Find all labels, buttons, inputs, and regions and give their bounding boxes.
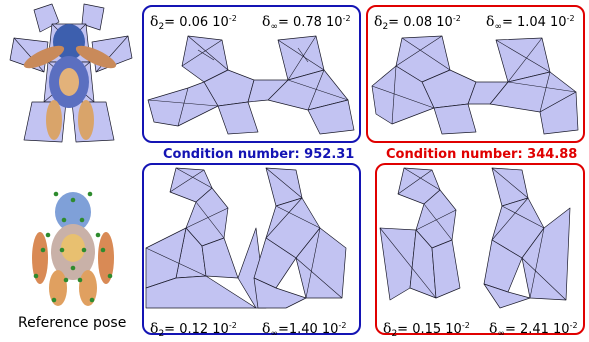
top-red-delta-2: δ2= 0.08 10-2: [374, 14, 461, 32]
condition-number-red: Condition number: 344.88: [386, 147, 578, 162]
top-red-deformed-cage: [371, 35, 579, 135]
top-blue-deformed-cage: [147, 35, 355, 135]
top-blue-delta-2: δ2= 0.06 10-2: [150, 14, 237, 32]
cage-model-render: [9, 3, 133, 143]
bottom-blue-delta-2: δ2= 0.12 10-2: [150, 321, 237, 339]
top-blue-delta-inf: δ∞= 0.78 10-2: [262, 14, 351, 32]
condition-number-blue: Condition number: 952.31: [163, 147, 355, 162]
reference-pose-caption: Reference pose: [18, 315, 127, 331]
bottom-red-deformed-cage: [379, 167, 571, 309]
top-red-delta-inf: δ∞= 1.04 10-2: [486, 14, 575, 32]
bottom-blue-delta-inf: δ∞=1.40 10-2: [262, 321, 347, 339]
bottom-red-delta-inf: δ∞= 2.41 10-2: [489, 321, 578, 339]
bottom-blue-deformed-cage: [145, 167, 347, 309]
reference-pose-render: [32, 191, 114, 306]
bottom-red-delta-2: δ2= 0.15 10-2: [383, 321, 470, 339]
